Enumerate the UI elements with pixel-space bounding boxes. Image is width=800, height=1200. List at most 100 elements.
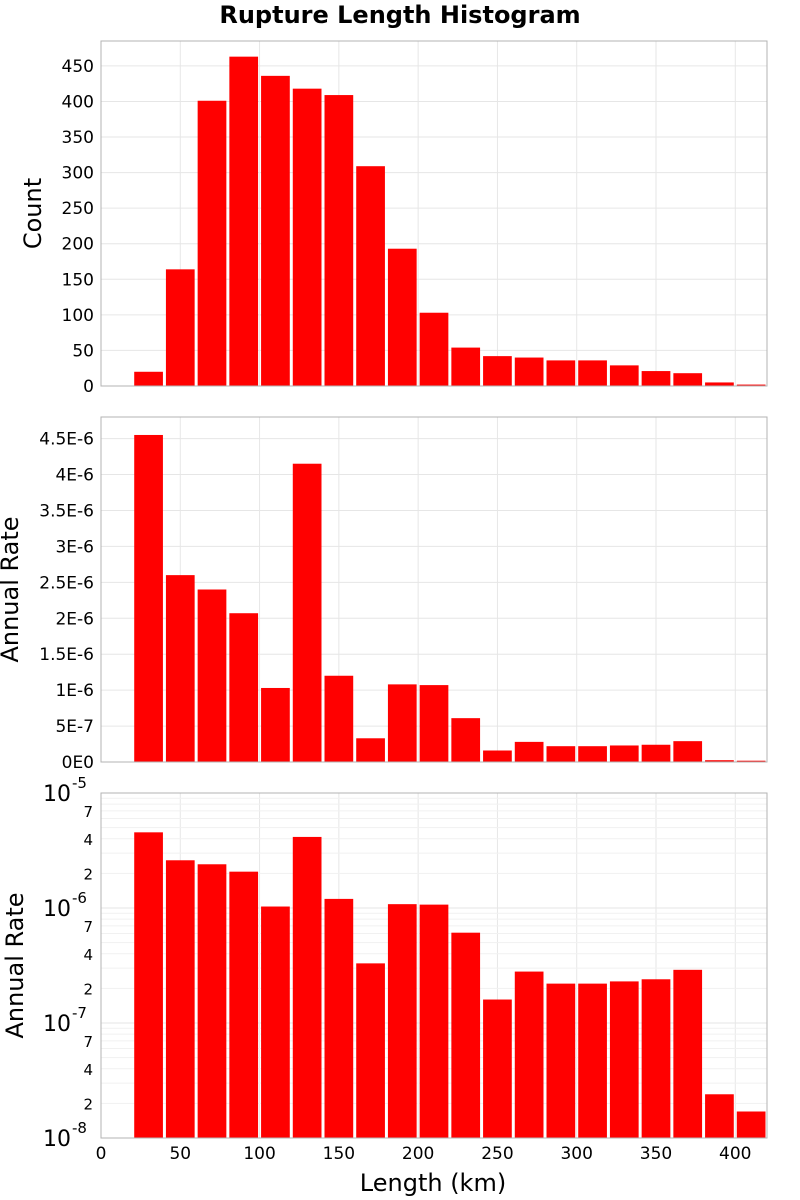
chart-panels: 050100150200250300350400450Count0E05E-71… — [0, 40, 768, 1164]
y-major-tick-exponent: -7 — [72, 1004, 87, 1022]
y-tick-label: 250 — [62, 199, 94, 219]
bar — [165, 269, 195, 386]
bar — [578, 360, 607, 386]
y-major-tick-exponent: -5 — [72, 774, 87, 792]
bar — [514, 971, 544, 1138]
y-minor-tick-label: 4 — [83, 1061, 93, 1079]
x-tick-label: 50 — [169, 1144, 191, 1164]
y-tick-label: 200 — [62, 235, 94, 255]
bar — [705, 382, 734, 386]
x-tick-label: 300 — [560, 1144, 592, 1164]
bar — [292, 463, 322, 762]
bar — [705, 760, 734, 762]
bar — [292, 88, 322, 386]
y-tick-label: 50 — [72, 341, 94, 361]
x-axis-ticks: 0 50 100 150 200 250 300 350 400 — [96, 1144, 752, 1164]
bar — [483, 750, 512, 762]
y-tick-label: 2E-6 — [55, 609, 94, 629]
bar — [609, 745, 639, 762]
bar — [356, 963, 385, 1138]
x-tick-label: 100 — [243, 1144, 275, 1164]
x-tick-label: 250 — [481, 1144, 513, 1164]
bar — [451, 932, 481, 1138]
bar — [673, 373, 703, 386]
y-minor-tick-label: 7 — [83, 803, 93, 821]
bar — [134, 371, 163, 386]
bar — [578, 746, 607, 762]
bar — [229, 871, 259, 1138]
bar — [197, 589, 227, 762]
y-axis-label: Count — [19, 178, 47, 249]
y-axis-label: Annual Rate — [0, 516, 24, 662]
y-tick-label: 4E-6 — [55, 466, 94, 486]
bar — [419, 685, 449, 762]
bar — [324, 675, 354, 762]
y-tick-label: 5E-7 — [55, 717, 94, 737]
y-tick-label: 3E-6 — [55, 537, 94, 557]
plot-frame — [100, 792, 768, 1139]
x-tick-label: 200 — [402, 1144, 434, 1164]
bar — [165, 860, 195, 1138]
bar — [451, 347, 481, 386]
bar — [197, 100, 227, 387]
bar — [483, 356, 512, 386]
bar — [356, 166, 385, 386]
bar — [609, 365, 639, 386]
bar — [546, 746, 576, 762]
y-minor-tick-label: 4 — [83, 946, 93, 964]
bar — [356, 738, 385, 762]
y-tick-label: 450 — [62, 57, 94, 77]
y-minor-tick-label: 4 — [83, 831, 93, 849]
y-major-tick-exponent: -6 — [72, 889, 87, 907]
y-minor-tick-label: 7 — [83, 1033, 93, 1051]
y-major-tick-exponent: -8 — [72, 1119, 87, 1137]
bar — [641, 371, 671, 386]
bar — [165, 575, 195, 762]
bar — [641, 979, 671, 1138]
y-tick-label: 400 — [62, 92, 94, 112]
y-tick-label: 3.5E-6 — [39, 501, 94, 521]
y-minor-tick-label: 7 — [83, 918, 93, 936]
bar — [387, 904, 417, 1138]
bar — [673, 969, 703, 1138]
bar — [641, 744, 671, 762]
x-axis-label: Length (km) — [360, 1169, 506, 1197]
bar — [324, 95, 354, 386]
bar — [546, 360, 576, 386]
y-major-tick-label: 10 — [43, 1012, 71, 1037]
bar — [483, 999, 512, 1138]
plot-frame — [100, 416, 768, 763]
bar — [324, 898, 354, 1138]
bar — [736, 760, 766, 762]
bar — [705, 1094, 734, 1138]
bar — [387, 248, 417, 386]
y-tick-label: 100 — [62, 306, 94, 326]
y-major-tick-label: 10 — [43, 782, 71, 807]
panel-2: 0E0 5E-7 1E-6 1.5E-6 2E-6 2.5E-6 3E-6 3.5E-6 4E-… — [0, 416, 768, 773]
bar — [578, 983, 607, 1138]
y-tick-label: 300 — [62, 164, 94, 184]
y-axis-label: Annual Rate — [1, 892, 29, 1038]
y-major-tick-label: 10 — [43, 897, 71, 922]
bar — [134, 832, 163, 1138]
x-tick-label: 150 — [323, 1144, 355, 1164]
bar — [292, 836, 322, 1138]
x-tick-label: 400 — [719, 1144, 751, 1164]
x-tick-label: 350 — [640, 1144, 672, 1164]
y-minor-tick-label: 2 — [83, 865, 93, 883]
bar — [261, 75, 290, 387]
chart-title: Rupture Length Histogram — [219, 1, 580, 29]
plot-frame — [100, 40, 768, 387]
bar — [197, 864, 227, 1138]
y-tick-label: 4.5E-6 — [39, 430, 94, 450]
y-tick-label: 150 — [62, 270, 94, 290]
y-tick-label: 0 — [83, 377, 94, 397]
y-tick-label: 1.5E-6 — [39, 645, 94, 665]
bar — [736, 384, 766, 386]
bar — [229, 56, 259, 387]
bar — [736, 1111, 766, 1138]
bar — [261, 687, 290, 762]
bar — [387, 684, 417, 762]
